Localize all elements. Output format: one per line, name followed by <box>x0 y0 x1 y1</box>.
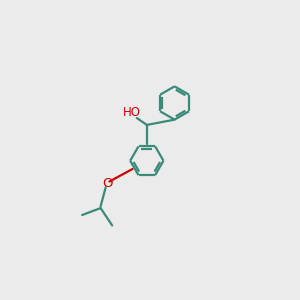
Text: HO: HO <box>123 106 141 119</box>
Text: O: O <box>102 177 113 190</box>
